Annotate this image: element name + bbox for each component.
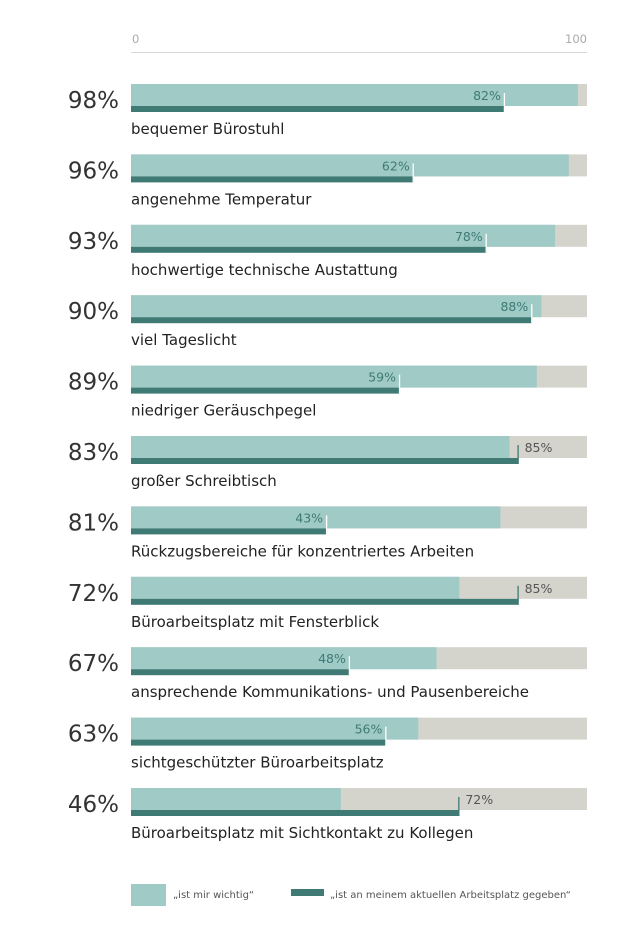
bar-given [131, 458, 519, 464]
bar-given [131, 106, 505, 112]
category-label: sichtgeschützter Büroarbeitsplatz [131, 754, 384, 772]
legend-label-given: „ist an meinem aktuellen Arbeitsplatz ge… [330, 890, 571, 901]
bar-important [131, 84, 578, 106]
important-percent-label: 83% [68, 440, 119, 466]
given-value-label: 56% [355, 722, 383, 737]
bar-important [131, 224, 556, 247]
bar-important [131, 576, 460, 599]
category-label: hochwertige technische Austattung [131, 261, 398, 279]
given-value-label: 88% [500, 299, 528, 314]
bar-important [131, 506, 501, 529]
bar-given [131, 528, 328, 535]
bar-given [131, 739, 387, 746]
given-value-label: 85% [525, 581, 553, 596]
bar-important [131, 365, 537, 388]
given-value-label: 82% [473, 88, 501, 103]
important-percent-label: 90% [68, 299, 119, 325]
category-label: großer Schreibtisch [131, 472, 277, 490]
legend-swatch-important [131, 884, 166, 906]
bar-important [131, 436, 510, 458]
bar-important [131, 788, 341, 810]
category-label: angenehme Temperatur [131, 190, 312, 208]
bar-important [131, 717, 419, 740]
category-label: Büroarbeitsplatz mit Fensterblick [131, 613, 379, 631]
given-value-label: 78% [455, 229, 483, 244]
category-label: Büroarbeitsplatz mit Sichtkontakt zu Kol… [131, 824, 473, 842]
important-percent-label: 89% [68, 370, 119, 396]
given-value-label: 48% [318, 651, 346, 666]
given-value-label: 72% [465, 792, 493, 807]
bar-given [131, 317, 533, 324]
category-label: ansprechende Kommunikations- und Pausenb… [131, 683, 529, 701]
important-percent-label: 72% [68, 581, 119, 607]
bar-given [131, 669, 350, 676]
bar-given [131, 810, 460, 816]
important-percent-label: 63% [68, 722, 119, 748]
category-label: bequemer Bürostuhl [131, 120, 284, 138]
category-label: niedriger Geräuschpegel [131, 402, 316, 420]
important-percent-label: 46% [68, 792, 119, 818]
category-label: viel Tageslicht [131, 331, 237, 349]
axis-tick-max: 100 [565, 32, 587, 46]
important-percent-label: 98% [68, 88, 119, 114]
important-percent-label: 67% [68, 651, 119, 677]
legend-label-important: „ist mir wichtig“ [173, 890, 254, 901]
important-percent-label: 81% [68, 510, 119, 536]
legend-swatch-given [291, 889, 324, 896]
bar-given [131, 176, 414, 183]
bar-given [131, 598, 519, 605]
given-value-label: 85% [525, 440, 553, 455]
bar-important [131, 295, 542, 318]
bar-important [131, 154, 569, 177]
bar-given [131, 387, 401, 394]
bar-given [131, 246, 487, 253]
category-label: Rückzugsbereiche für konzentriertes Arbe… [131, 542, 474, 560]
important-percent-label: 96% [68, 158, 119, 184]
important-percent-label: 93% [68, 229, 119, 255]
axis-tick-min: 0 [132, 32, 139, 46]
bar-important [131, 647, 437, 670]
given-value-label: 59% [368, 370, 396, 385]
given-value-label: 62% [382, 158, 410, 173]
given-value-label: 43% [295, 510, 323, 525]
